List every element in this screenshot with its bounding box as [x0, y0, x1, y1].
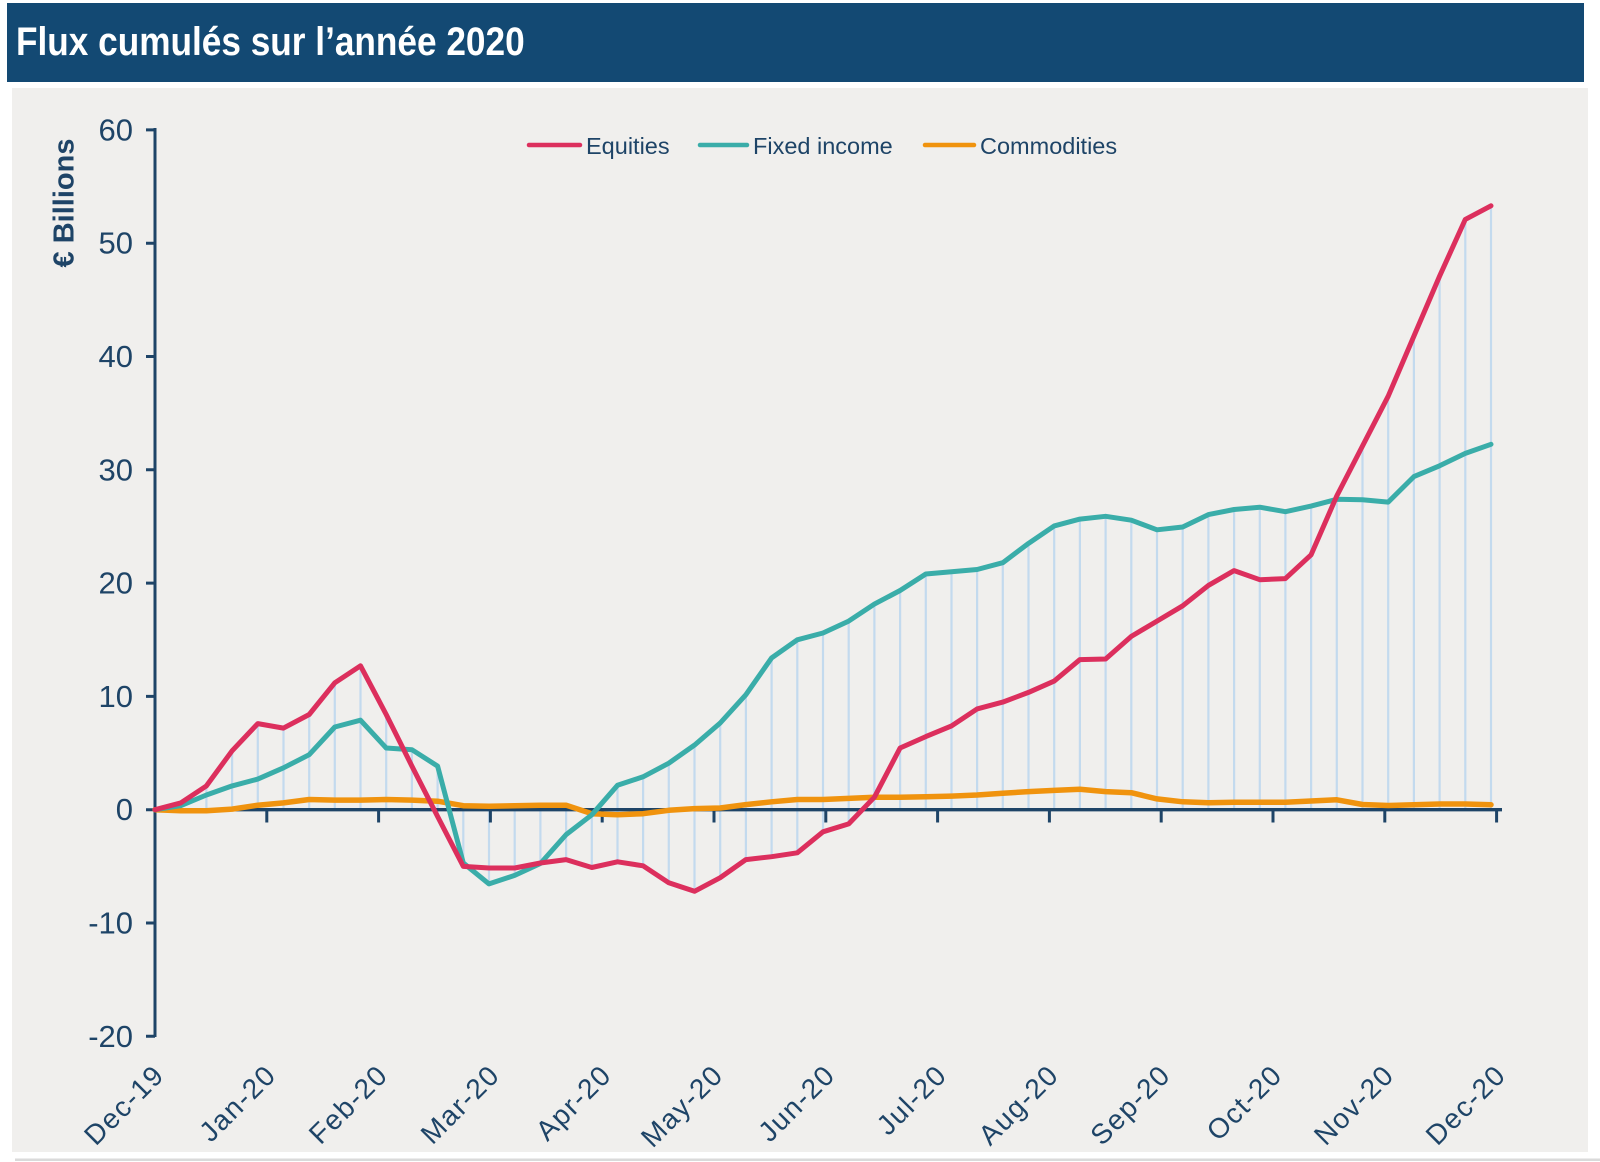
svg-text:-20: -20 — [88, 1019, 133, 1054]
svg-text:€ Billions: € Billions — [49, 139, 81, 268]
svg-text:-10: -10 — [88, 906, 133, 941]
svg-text:0: 0 — [116, 792, 133, 827]
svg-text:Fixed income: Fixed income — [753, 133, 893, 159]
svg-text:Equities: Equities — [586, 133, 670, 159]
svg-text:50: 50 — [99, 226, 133, 261]
svg-text:30: 30 — [99, 452, 133, 487]
svg-text:10: 10 — [99, 679, 133, 714]
svg-text:Commodities: Commodities — [980, 133, 1117, 159]
svg-text:60: 60 — [99, 112, 133, 147]
svg-text:40: 40 — [99, 339, 133, 374]
svg-text:20: 20 — [99, 566, 133, 601]
